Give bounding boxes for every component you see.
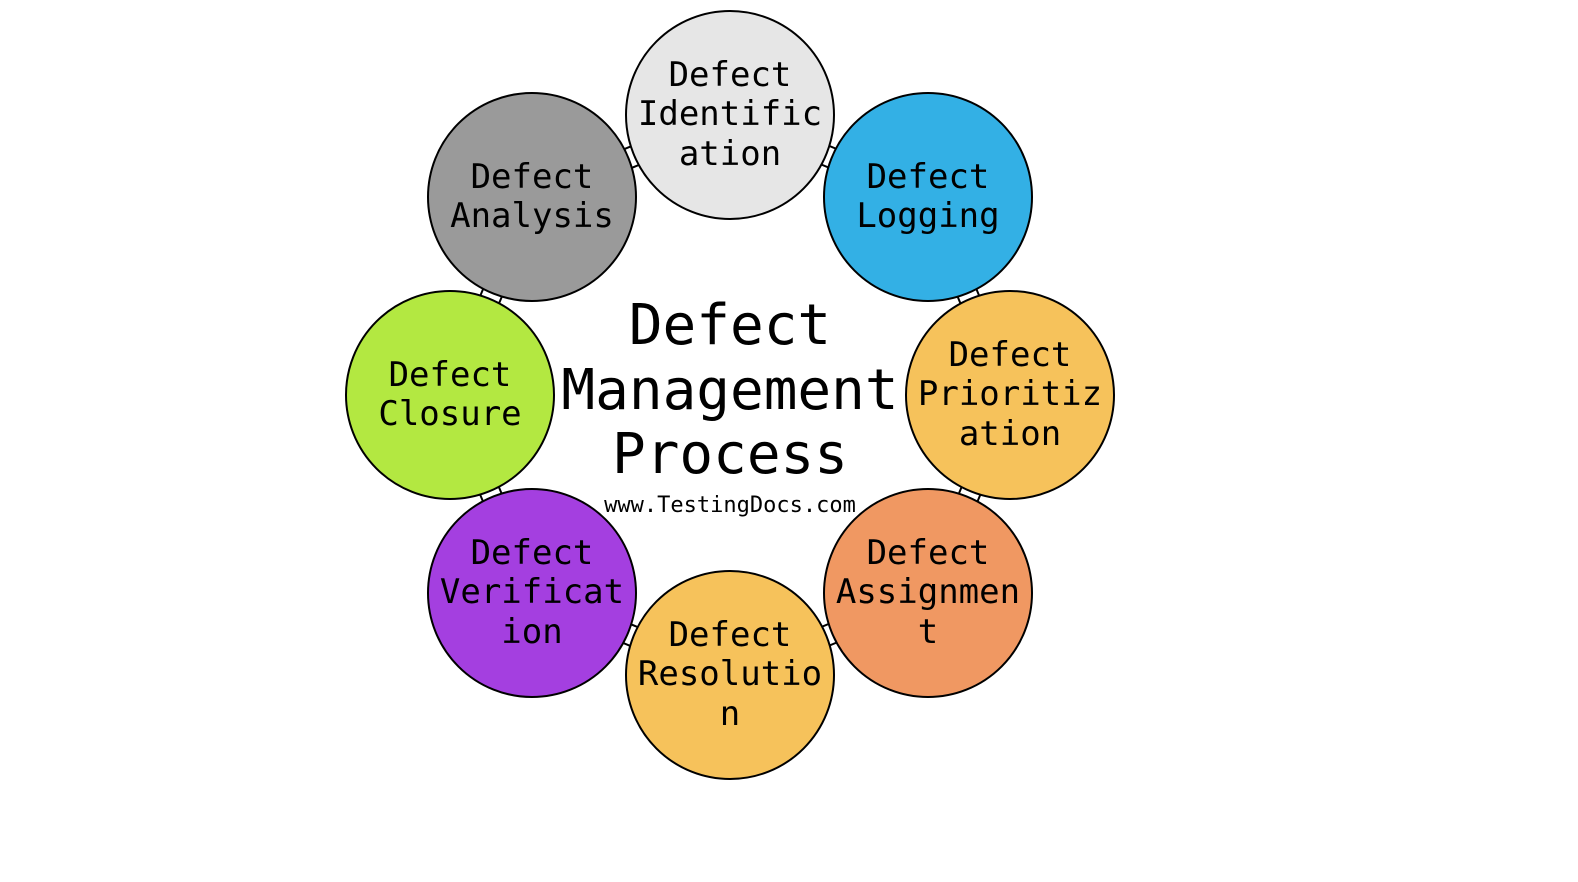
process-node: Defect Prioritization [905, 290, 1115, 500]
process-node-label: Defect Closure [355, 356, 545, 434]
process-node: Defect Resolution [625, 570, 835, 780]
process-node: Defect Assignment [823, 488, 1033, 698]
process-node-label: Defect Logging [833, 158, 1023, 236]
process-node-label: Defect Analysis [437, 158, 627, 236]
process-node-label: Defect Resolution [635, 616, 825, 733]
process-node: Defect Logging [823, 92, 1033, 302]
process-node: Defect Analysis [427, 92, 637, 302]
process-node-label: Defect Verification [437, 534, 627, 651]
diagram-canvas: Defect Management Process www.TestingDoc… [0, 0, 1578, 882]
process-node: Defect Identification [625, 10, 835, 220]
process-node: Defect Verification [427, 488, 637, 698]
process-node-label: Defect Prioritization [915, 336, 1105, 453]
process-node: Defect Closure [345, 290, 555, 500]
process-node-label: Defect Identification [635, 56, 825, 173]
process-node-label: Defect Assignment [833, 534, 1023, 651]
